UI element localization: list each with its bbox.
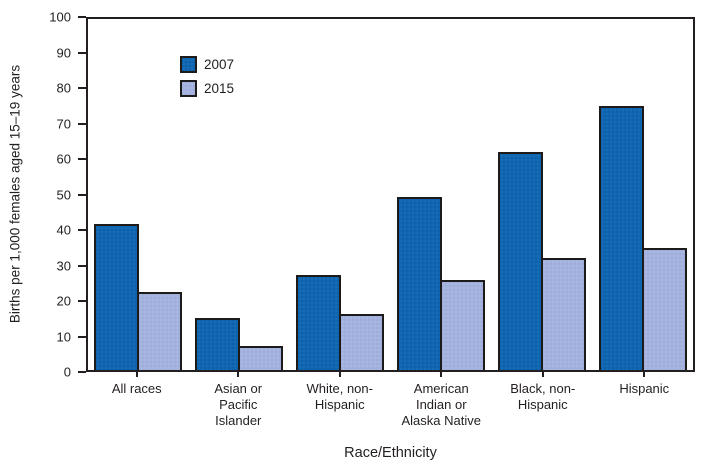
- category-label-asian-or-pacific-islander: Asian or Pacific Islander: [214, 381, 263, 428]
- bar-2007-asian-or-pacific-islander: [195, 318, 241, 370]
- y-tick-label-10: 10: [56, 329, 71, 344]
- legend-label-2007: 2007: [204, 57, 235, 72]
- legend-swatch-2007: [180, 56, 197, 73]
- bar-2015-asian-or-pacific-islander: [238, 345, 284, 370]
- y-tick-label-60: 60: [56, 151, 71, 167]
- y-tick-label-90: 90: [56, 45, 71, 60]
- y-tick-mark-10: [78, 335, 86, 338]
- y-tick-label-40: 40: [56, 222, 71, 238]
- x-tick-mark-hispanic: [643, 371, 646, 377]
- y-tick-mark-70: [78, 122, 86, 125]
- x-tick-mark-american-indian-or-alaska-native: [440, 371, 443, 377]
- y-tick-mark-20: [78, 300, 86, 302]
- x-axis-category-labels: All races Asian or Pacific Islander White, n…: [86, 381, 695, 429]
- y-tick-mark-90: [78, 51, 86, 54]
- bar-group-hispanic: [592, 19, 693, 370]
- category-label-american-indian-or-alaska-native: American Indian or Alaska Native: [401, 381, 481, 428]
- bar-2007-black-non-hispanic: [497, 152, 543, 370]
- bar-group-black-non-hispanic: [491, 19, 592, 370]
- y-tick-mark-30: [78, 264, 86, 267]
- x-tick-mark-all-races: [135, 371, 138, 377]
- plot-area: 2007 2015: [86, 17, 695, 372]
- y-tick-label-20: 20: [56, 293, 71, 309]
- y-tick-mark-80: [78, 87, 86, 89]
- y-tick-label-30: 30: [56, 258, 71, 273]
- legend-swatch-2015: [180, 80, 197, 97]
- category-label-white-non-hispanic: White, non- Hispanic: [306, 381, 373, 412]
- bar-2015-all-races: [137, 291, 183, 370]
- x-axis-title: Race/Ethnicity: [344, 445, 437, 461]
- bar-2015-hispanic: [641, 247, 687, 370]
- bar-group-all-races: [88, 19, 189, 370]
- legend-item-2007: 2007: [180, 56, 234, 73]
- x-tick-mark-black-non-hispanic: [541, 371, 544, 377]
- legend: 2007 2015: [180, 56, 234, 97]
- bar-2007-hispanic: [598, 105, 644, 370]
- bar-group-asian-or-pacific-islander: [189, 19, 290, 370]
- y-tick-mark-0: [78, 371, 86, 373]
- bar-group-american-indian-or-alaska-native: [390, 19, 491, 370]
- y-tick-mark-60: [78, 158, 86, 160]
- y-tick-mark-40: [78, 229, 86, 231]
- bar-2015-american-indian-or-alaska-native: [439, 279, 485, 370]
- y-tick-label-80: 80: [56, 80, 71, 96]
- bars-layer: [88, 19, 693, 370]
- y-tick-label-100: 100: [49, 9, 71, 25]
- bar-group-white-non-hispanic: [290, 19, 391, 370]
- x-tick-mark-white-non-hispanic: [338, 371, 341, 377]
- x-tick-mark-asian-or-pacific-islander: [237, 371, 240, 377]
- y-tick-label-0: 0: [63, 364, 71, 380]
- x-axis-ticks: [86, 371, 695, 378]
- y-axis: 0 10 20 30 40 50 60 70 80 90 100: [0, 11, 86, 379]
- y-tick-label-50: 50: [56, 187, 71, 202]
- legend-label-2015: 2015: [204, 81, 235, 96]
- legend-item-2015: 2015: [180, 80, 234, 97]
- y-tick-mark-100: [78, 16, 86, 18]
- category-label-black-non-hispanic: Black, non- Hispanic: [510, 381, 576, 412]
- bar-2007-american-indian-or-alaska-native: [396, 196, 442, 370]
- category-label-hispanic: Hispanic: [619, 381, 670, 396]
- category-label-all-races: All races: [111, 381, 162, 396]
- bar-2015-white-non-hispanic: [339, 313, 385, 370]
- y-tick-label-70: 70: [56, 116, 71, 131]
- bar-2007-white-non-hispanic: [296, 274, 342, 370]
- y-tick-mark-50: [78, 193, 86, 196]
- bar-2015-black-non-hispanic: [540, 258, 586, 370]
- bar-2007-all-races: [94, 224, 140, 370]
